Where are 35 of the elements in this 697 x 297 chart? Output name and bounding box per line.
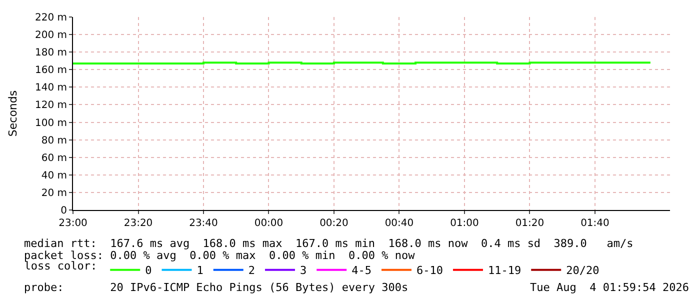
text: packet loss: 0.00 % avg 0.00 % max 0.00 % min 0.00 % now [24,249,416,262]
legend-label: 4-5 [352,264,372,278]
x-tick-label: 00:40 [384,218,414,229]
x-tick-label: 00:00 [254,218,284,229]
legend-label: 3 [300,264,307,278]
y-tick-label: 0 [60,206,67,216]
y-tick-label: 200 m [34,30,67,42]
x-tick-label: 01:40 [580,218,610,229]
y-tick-label: 180 m [34,48,67,59]
legend-label: 2 [248,264,255,278]
x-tick-label: 23:00 [58,218,88,229]
text: median rtt: 167.6 ms avg 168.0 ms max 167.0 ms min 168.0 ms now 0.4 ms sd 389.0 am/s [24,237,634,250]
x-tick-label: 01:20 [515,218,544,229]
y-tick-label: 80 m [41,135,67,146]
y-tick-label: 160 m [34,65,67,76]
legend-label: 11-19 [488,264,522,278]
x-tick-label: 00:20 [320,218,348,229]
x-tick-label: 01:00 [450,218,479,229]
y-axis-title: Seconds [6,90,20,137]
x-tick-label: 23:20 [124,218,153,229]
y-tick-label: 40 m [41,170,67,182]
x-tick-label: 23:40 [189,218,218,229]
y-tick-label: 100 m [34,118,67,129]
text: Tue Aug 4 01:59:54 2026 [530,281,689,294]
y-tick-label: 120 m [34,100,67,112]
legend-label: 0 [145,264,152,278]
y-tick-label: 220 m [34,12,67,24]
legend-label: 1 [196,264,204,278]
legend-label: 6-10 [416,264,443,278]
legend-title: loss color: [24,260,98,273]
y-tick-label: 20 m [41,188,67,199]
y-tick-label: 60 m [41,152,67,164]
text: probe: 20 IPv6-ICMP Echo Pings (56 Bytes) every 300s [24,281,408,294]
legend-label: 20/20 [566,264,600,278]
y-tick-label: 140 m [34,82,67,94]
